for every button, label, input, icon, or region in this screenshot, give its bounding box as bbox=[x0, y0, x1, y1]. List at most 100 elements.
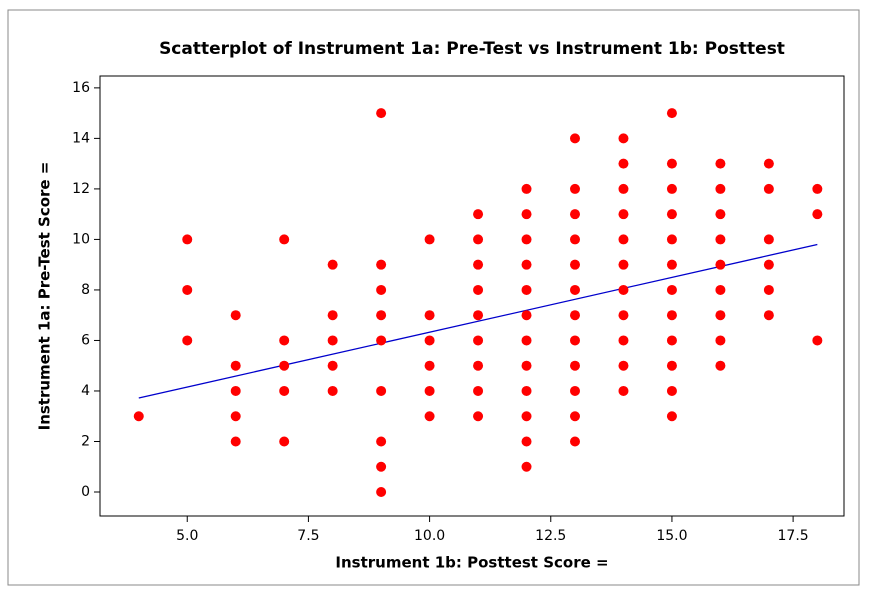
x-tick-label: 15.0 bbox=[656, 528, 687, 544]
point bbox=[376, 385, 387, 396]
point bbox=[473, 385, 484, 396]
y-tick-label: 8 bbox=[81, 282, 90, 298]
point bbox=[715, 284, 726, 295]
point bbox=[666, 108, 677, 119]
point bbox=[569, 284, 580, 295]
point bbox=[763, 310, 774, 321]
point bbox=[666, 234, 677, 245]
point bbox=[327, 310, 338, 321]
point bbox=[763, 158, 774, 169]
point bbox=[618, 158, 629, 169]
point bbox=[182, 234, 193, 245]
point bbox=[715, 335, 726, 346]
point bbox=[376, 461, 387, 472]
point bbox=[521, 360, 532, 371]
point bbox=[569, 411, 580, 422]
y-tick-label: 12 bbox=[72, 181, 90, 197]
point bbox=[618, 209, 629, 220]
point bbox=[618, 310, 629, 321]
point bbox=[230, 360, 241, 371]
point bbox=[521, 335, 532, 346]
point bbox=[763, 234, 774, 245]
point bbox=[812, 209, 823, 220]
point bbox=[666, 259, 677, 270]
point bbox=[279, 335, 290, 346]
point bbox=[715, 158, 726, 169]
point bbox=[133, 411, 144, 422]
point bbox=[569, 436, 580, 447]
point bbox=[230, 385, 241, 396]
point bbox=[618, 234, 629, 245]
point bbox=[569, 310, 580, 321]
point bbox=[376, 310, 387, 321]
point bbox=[569, 183, 580, 194]
point bbox=[424, 234, 435, 245]
point bbox=[715, 234, 726, 245]
point bbox=[715, 209, 726, 220]
point bbox=[618, 385, 629, 396]
x-tick-label: 10.0 bbox=[414, 528, 445, 544]
point bbox=[230, 310, 241, 321]
point bbox=[618, 183, 629, 194]
point bbox=[424, 335, 435, 346]
y-tick-label: 10 bbox=[72, 231, 90, 247]
point bbox=[618, 133, 629, 144]
point bbox=[521, 385, 532, 396]
point bbox=[618, 335, 629, 346]
y-tick-label: 0 bbox=[81, 484, 90, 500]
point bbox=[521, 436, 532, 447]
point bbox=[327, 360, 338, 371]
point bbox=[376, 284, 387, 295]
point bbox=[424, 411, 435, 422]
point bbox=[618, 360, 629, 371]
point bbox=[521, 284, 532, 295]
point bbox=[569, 209, 580, 220]
point bbox=[715, 183, 726, 194]
point bbox=[473, 335, 484, 346]
point bbox=[424, 360, 435, 371]
point bbox=[279, 385, 290, 396]
point bbox=[182, 284, 193, 295]
point bbox=[666, 360, 677, 371]
point bbox=[666, 385, 677, 396]
point bbox=[376, 259, 387, 270]
point bbox=[812, 335, 823, 346]
y-axis-title: Instrument 1a: Pre-Test Score = bbox=[36, 162, 54, 431]
point bbox=[279, 234, 290, 245]
point bbox=[666, 335, 677, 346]
x-tick-label: 17.5 bbox=[778, 528, 809, 544]
point bbox=[182, 335, 193, 346]
point bbox=[666, 411, 677, 422]
point bbox=[230, 436, 241, 447]
point bbox=[666, 183, 677, 194]
point bbox=[763, 284, 774, 295]
point bbox=[521, 461, 532, 472]
point bbox=[376, 335, 387, 346]
point bbox=[521, 234, 532, 245]
y-tick-label: 16 bbox=[72, 80, 90, 96]
point bbox=[230, 411, 241, 422]
x-axis-title: Instrument 1b: Posttest Score = bbox=[335, 554, 608, 572]
point bbox=[569, 335, 580, 346]
point bbox=[279, 436, 290, 447]
point bbox=[666, 310, 677, 321]
point bbox=[327, 259, 338, 270]
point bbox=[327, 335, 338, 346]
fit-line bbox=[138, 243, 818, 399]
point bbox=[327, 385, 338, 396]
point bbox=[473, 259, 484, 270]
point bbox=[521, 183, 532, 194]
x-tick-label: 12.5 bbox=[535, 528, 566, 544]
point bbox=[473, 360, 484, 371]
point bbox=[473, 234, 484, 245]
point bbox=[424, 385, 435, 396]
point bbox=[279, 360, 290, 371]
point bbox=[763, 259, 774, 270]
point bbox=[666, 284, 677, 295]
y-tick-label: 6 bbox=[81, 332, 90, 348]
x-tick-label: 5.0 bbox=[176, 528, 198, 544]
x-tick-label: 7.5 bbox=[297, 528, 319, 544]
point bbox=[521, 310, 532, 321]
point bbox=[473, 284, 484, 295]
